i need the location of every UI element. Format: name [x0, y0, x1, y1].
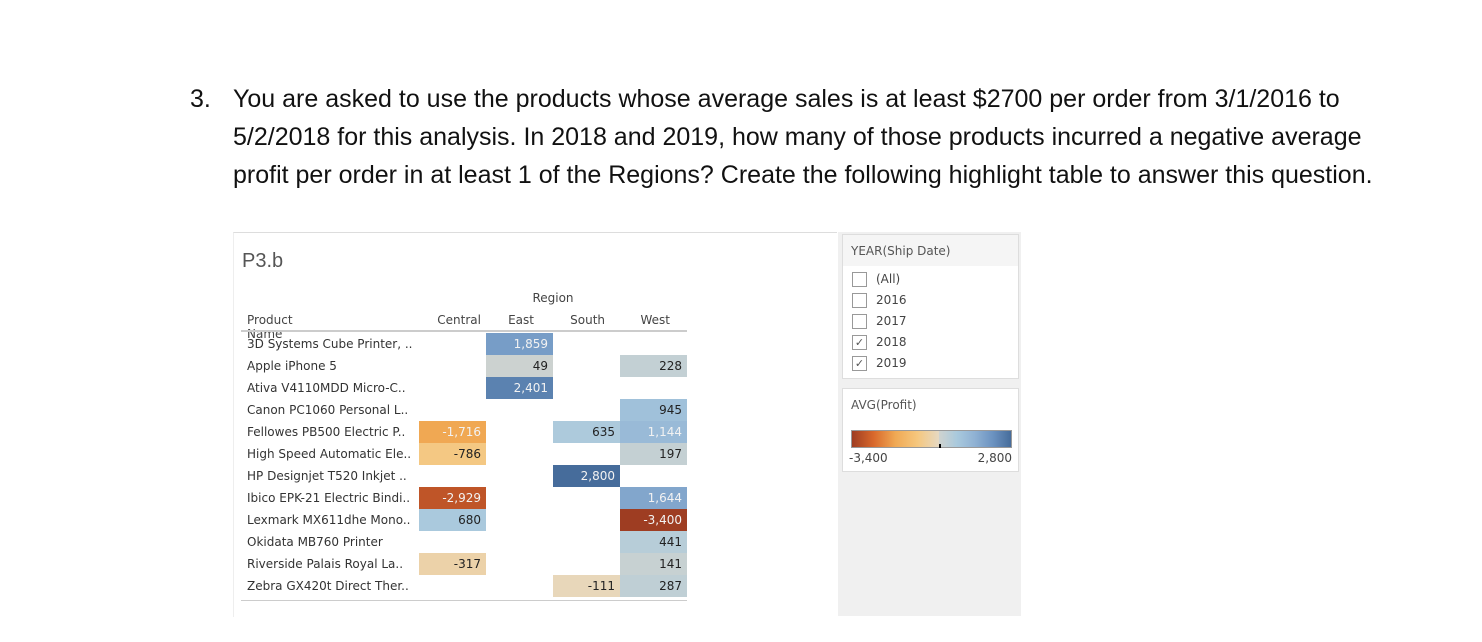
table-row: HP Designjet T520 Inkjet .. 2,800 [234, 465, 694, 487]
checkbox[interactable] [852, 272, 867, 287]
filter-option[interactable]: 2017 [843, 311, 1018, 332]
profit-cell[interactable]: 945 [620, 399, 687, 421]
table-row: Apple iPhone 5 49 228 [234, 355, 694, 377]
profit-cell[interactable]: 680 [419, 509, 486, 531]
zero-tick [939, 444, 942, 448]
legend-min-label: -3,400 [849, 451, 888, 465]
profit-cell[interactable]: 197 [620, 443, 687, 465]
table-row: Lexmark MX611dhe Mono.. 680 -3,400 [234, 509, 694, 531]
table-row: Fellowes PB500 Electric P.. -1,716 635 1,14… [234, 421, 694, 443]
table-row: Ibico EPK-21 Electric Bindi.. -2,929 1,644 [234, 487, 694, 509]
product-name: Ativa V4110MDD Micro-C.. [247, 381, 406, 395]
table-row: Riverside Palais Royal La.. -317 141 [234, 553, 694, 575]
profit-cell[interactable]: 287 [620, 575, 687, 597]
highlight-table-sheet: P3.b Region Product Name Central East So… [233, 232, 837, 617]
product-name: Riverside Palais Royal La.. [247, 557, 404, 571]
column-header-west: West [640, 313, 670, 327]
profit-cell[interactable]: -3,400 [620, 509, 687, 531]
product-name: HP Designjet T520 Inkjet .. [247, 469, 407, 483]
table-bottom-divider [241, 600, 687, 601]
question-text: You are asked to use the products whose … [233, 85, 1373, 189]
product-name: Apple iPhone 5 [247, 359, 337, 373]
product-name: High Speed Automatic Ele.. [247, 447, 412, 461]
profit-cell[interactable]: -1,716 [419, 421, 486, 443]
profit-cell[interactable]: 1,644 [620, 487, 687, 509]
color-gradient-bar [851, 430, 1012, 448]
profit-cell[interactable]: -786 [419, 443, 486, 465]
profit-cell[interactable]: 2,800 [553, 465, 620, 487]
profit-cell[interactable]: 1,144 [620, 421, 687, 443]
side-panel: YEAR(Ship Date) (All) 2016 2017 ✓ 2018 ✓ 2019 … [838, 232, 1021, 616]
profit-cell[interactable]: 2,401 [486, 377, 553, 399]
filter-option[interactable]: ✓ 2019 [843, 353, 1018, 374]
profit-cell[interactable]: 49 [486, 355, 553, 377]
profit-cell[interactable]: 141 [620, 553, 687, 575]
legend-max-label: 2,800 [977, 451, 1012, 465]
filter-option-label: 2018 [876, 335, 907, 349]
checkbox[interactable] [852, 293, 867, 308]
product-name: Zebra GX420t Direct Ther.. [247, 579, 409, 593]
filter-option-label: 2016 [876, 293, 907, 307]
column-group-header: Region [532, 291, 574, 305]
filter-title: YEAR(Ship Date) [843, 235, 1018, 266]
product-name: Fellowes PB500 Electric P.. [247, 425, 406, 439]
column-header-east: East [508, 313, 534, 327]
color-legend-card: AVG(Profit) -3,400 2,800 [842, 388, 1019, 472]
filter-option-label: 2019 [876, 356, 907, 370]
column-header-south: South [570, 313, 605, 327]
table-row: Zebra GX420t Direct Ther.. -111 287 [234, 575, 694, 597]
product-name: Ibico EPK-21 Electric Bindi.. [247, 491, 411, 505]
checkbox[interactable]: ✓ [852, 335, 867, 350]
product-name: Okidata MB760 Printer [247, 535, 383, 549]
checkbox[interactable]: ✓ [852, 356, 867, 371]
profit-cell[interactable]: 228 [620, 355, 687, 377]
year-filter-card: YEAR(Ship Date) (All) 2016 2017 ✓ 2018 ✓ 2019 [842, 234, 1019, 379]
profit-cell[interactable]: -317 [419, 553, 486, 575]
table-row: Canon PC1060 Personal L.. 945 [234, 399, 694, 421]
table-row: Ativa V4110MDD Micro-C.. 2,401 [234, 377, 694, 399]
column-header-central: Central [437, 313, 481, 327]
question-number: 3. [190, 85, 211, 113]
product-name: 3D Systems Cube Printer, .. [247, 337, 413, 351]
sheet-title: P3.b [242, 250, 284, 272]
profit-cell[interactable]: -2,929 [419, 487, 486, 509]
filter-option[interactable]: 2016 [843, 290, 1018, 311]
filter-option-label: 2017 [876, 314, 907, 328]
product-name: Lexmark MX611dhe Mono.. [247, 513, 411, 527]
profit-cell[interactable]: 441 [620, 531, 687, 553]
table-row: 3D Systems Cube Printer, .. 1,859 [234, 333, 694, 355]
table-row: High Speed Automatic Ele.. -786 197 [234, 443, 694, 465]
filter-option-label: (All) [876, 272, 901, 286]
profit-cell[interactable]: 635 [553, 421, 620, 443]
legend-title: AVG(Profit) [843, 389, 1018, 420]
table-row: Okidata MB760 Printer 441 [234, 531, 694, 553]
profit-cell[interactable]: -111 [553, 575, 620, 597]
checkbox[interactable] [852, 314, 867, 329]
filter-option[interactable]: ✓ 2018 [843, 332, 1018, 353]
filter-option[interactable]: (All) [843, 269, 1018, 290]
header-divider [241, 330, 687, 332]
product-name: Canon PC1060 Personal L.. [247, 403, 409, 417]
profit-cell[interactable]: 1,859 [486, 333, 553, 355]
